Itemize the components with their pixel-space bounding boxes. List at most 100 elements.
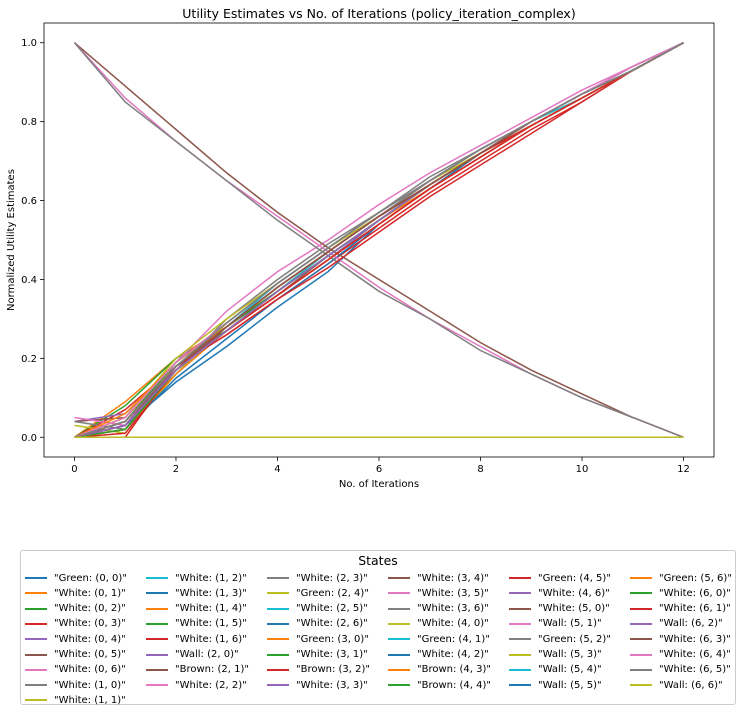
legend-swatch bbox=[25, 638, 47, 641]
legend-swatch bbox=[509, 622, 531, 625]
legend-swatch bbox=[25, 592, 47, 595]
legend-item: "White: (0, 1)" bbox=[25, 586, 126, 600]
x-tick-label: 8 bbox=[477, 464, 483, 475]
legend-label: "White: (6, 5)" bbox=[659, 664, 731, 676]
legend-label: "Wall: (2, 0)" bbox=[175, 649, 239, 660]
legend-label: "White: (3, 5)" bbox=[417, 587, 489, 599]
legend-item: "White: (2, 2)" bbox=[146, 678, 247, 692]
legend-item: "Brown: (4, 4)" bbox=[388, 678, 491, 692]
legend-item: "Green: (3, 0)" bbox=[267, 632, 369, 646]
y-tick-label: 0.0 bbox=[21, 433, 37, 444]
series-line-17 bbox=[73, 42, 684, 438]
legend-item: "Brown: (4, 3)" bbox=[388, 663, 491, 677]
legend-label: "Green: (4, 1)" bbox=[417, 633, 490, 645]
series-line-47 bbox=[74, 42, 684, 439]
legend-item: "White: (1, 5)" bbox=[146, 617, 247, 631]
legend-label: "Brown: (2, 1)" bbox=[175, 664, 250, 676]
legend-item: "Brown: (3, 2)" bbox=[267, 663, 370, 677]
legend-swatch bbox=[388, 668, 410, 671]
x-axis-ticks: 0 2 4 6 8 10 12 bbox=[71, 457, 690, 475]
legend-label: "Wall: (5, 5)" bbox=[538, 679, 602, 691]
legend-swatch bbox=[267, 622, 289, 625]
legend-item: "Green: (4, 1)" bbox=[388, 632, 490, 646]
legend-item: "White: (2, 6)" bbox=[267, 617, 368, 631]
legend-item: "Wall: (5, 5)" bbox=[509, 678, 602, 692]
legend-label: "White: (6, 3)" bbox=[659, 633, 731, 645]
legend-item: "White: (1, 6)" bbox=[146, 632, 247, 646]
legend-swatch bbox=[146, 638, 168, 641]
legend-swatch bbox=[146, 577, 168, 579]
y-tick-label: 0.2 bbox=[21, 354, 37, 365]
legend-swatch bbox=[146, 592, 168, 595]
legend-label: "Wall: (5, 3)" bbox=[538, 649, 602, 660]
legend-item: "White: (1, 4)" bbox=[146, 602, 247, 616]
legend-swatch bbox=[25, 577, 47, 579]
legend-item: "White: (3, 4)" bbox=[388, 571, 489, 585]
legend-label: "Wall: (5, 1)" bbox=[538, 618, 602, 630]
legend-swatch bbox=[267, 684, 289, 687]
legend-label: "White: (4, 2)" bbox=[417, 649, 489, 660]
legend-label: "White: (6, 0)" bbox=[659, 587, 731, 599]
series-line-7 bbox=[74, 42, 684, 431]
legend-swatch bbox=[509, 607, 531, 610]
chart-title: Utility Estimates vs No. of Iterations (… bbox=[182, 6, 575, 21]
y-axis-ticks: 0.0 0.2 0.4 0.6 0.8 1.0 bbox=[21, 38, 44, 444]
legend-swatch bbox=[388, 592, 410, 595]
legend-item: "White: (1, 3)" bbox=[146, 586, 247, 600]
legend-label: "White: (6, 1)" bbox=[659, 603, 731, 615]
legend-label: "White: (2, 5)" bbox=[296, 603, 368, 615]
legend-swatch bbox=[25, 699, 47, 702]
legend-swatch bbox=[388, 653, 410, 656]
legend-swatch bbox=[630, 607, 652, 610]
legend-item: "Wall: (6, 6)" bbox=[630, 678, 723, 692]
legend-item: "White: (6, 4)" bbox=[630, 648, 731, 662]
legend-label: "White: (1, 6)" bbox=[175, 633, 247, 645]
legend-swatch bbox=[388, 607, 410, 610]
y-tick-label: 0.8 bbox=[21, 117, 37, 128]
legend-item: "White: (6, 0)" bbox=[630, 586, 731, 600]
legend-item: "White: (1, 2)" bbox=[146, 571, 247, 585]
legend-label: "White: (5, 0)" bbox=[538, 603, 610, 615]
plot-area-frame bbox=[43, 22, 715, 458]
legend-item: "White: (4, 2)" bbox=[388, 648, 489, 662]
legend-item: "Green: (2, 4)" bbox=[267, 586, 369, 600]
legend-label: "White: (3, 4)" bbox=[417, 572, 489, 584]
legend-swatch bbox=[146, 607, 168, 610]
legend-label: "Brown: (4, 3)" bbox=[417, 664, 492, 676]
legend-swatch bbox=[146, 653, 168, 656]
legend-item: "Green: (4, 5)" bbox=[509, 571, 611, 585]
legend-item: "Wall: (6, 2)" bbox=[630, 617, 723, 631]
legend-swatch bbox=[388, 577, 410, 579]
legend-item: "Wall: (5, 1)" bbox=[509, 617, 602, 631]
legend-item: "Green: (0, 0)" bbox=[25, 571, 127, 585]
legend-label: "Green: (5, 6)" bbox=[659, 572, 732, 584]
legend-swatch bbox=[25, 607, 47, 610]
legend-swatch bbox=[509, 577, 531, 579]
y-axis-label: Normalized Utility Estimates bbox=[6, 169, 17, 311]
legend-item: "Wall: (5, 4)" bbox=[509, 663, 602, 677]
legend-swatch bbox=[25, 622, 47, 625]
legend-swatch bbox=[146, 622, 168, 625]
legend-swatch bbox=[388, 638, 410, 641]
legend-item: "White: (3, 6)" bbox=[388, 602, 489, 616]
x-tick-label: 10 bbox=[576, 464, 589, 475]
legend-label: "White: (0, 4)" bbox=[54, 633, 126, 645]
legend-label: "White: (2, 6)" bbox=[296, 618, 368, 630]
legend-label: "White: (3, 6)" bbox=[417, 603, 489, 615]
legend-label: "White: (0, 6)" bbox=[54, 664, 126, 676]
legend-swatch bbox=[25, 684, 47, 687]
legend-swatch bbox=[267, 577, 289, 579]
legend-swatch bbox=[146, 668, 168, 671]
legend: States "Green: (0, 0)" "White: (0, 1)" "Wh… bbox=[20, 550, 736, 706]
x-tick-label: 12 bbox=[677, 464, 690, 475]
y-tick-label: 0.6 bbox=[21, 196, 37, 207]
legend-label: "White: (0, 3)" bbox=[54, 618, 126, 630]
plot-lines bbox=[73, 42, 684, 439]
legend-swatch bbox=[630, 684, 652, 687]
legend-label: "White: (0, 2)" bbox=[54, 603, 126, 615]
legend-item: "White: (4, 6)" bbox=[509, 586, 610, 600]
legend-item: "White: (5, 0)" bbox=[509, 602, 610, 616]
legend-swatch bbox=[267, 607, 289, 610]
legend-label: "White: (3, 1)" bbox=[296, 649, 368, 660]
legend-label: "White: (3, 3)" bbox=[296, 679, 368, 691]
